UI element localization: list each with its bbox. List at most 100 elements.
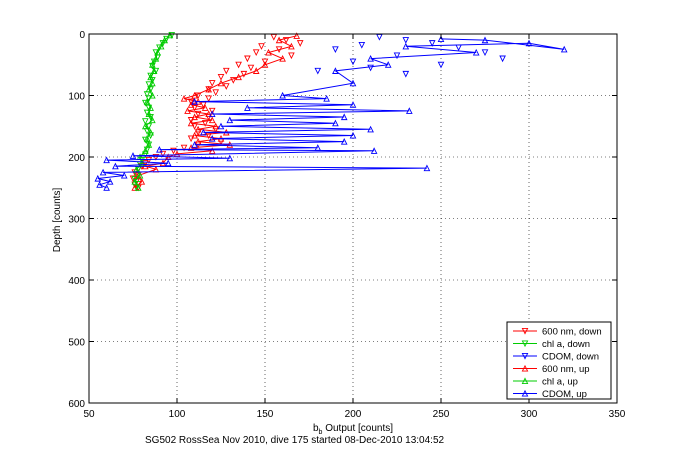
data-point-cdom-down xyxy=(367,64,374,72)
data-point-600-nm-down xyxy=(240,70,248,78)
data-point-600-nm-up xyxy=(235,73,242,81)
data-point-600-nm-down xyxy=(141,160,149,167)
legend-label-chl-a-down: chl a, down xyxy=(542,339,590,350)
data-point-600-nm-up xyxy=(226,141,234,148)
data-point-cdom-down xyxy=(499,55,506,63)
data-point-chl-a-up xyxy=(143,134,151,142)
data-point-chl-a-up xyxy=(143,98,151,105)
data-point-chl-a-up xyxy=(152,54,160,62)
data-point-cdom-down xyxy=(393,52,401,60)
data-point-600-nm-down xyxy=(222,67,230,75)
data-point-600-nm-up xyxy=(208,116,216,124)
data-point-600-nm-up xyxy=(261,61,269,68)
data-point-600-nm-up xyxy=(208,147,216,154)
legend-label-cdom-down: CDOM, down xyxy=(542,352,599,363)
y-tick-label: 400 xyxy=(68,276,85,287)
data-point-cdom-up xyxy=(244,104,251,111)
data-point-600-nm-down xyxy=(208,80,216,87)
data-point-cdom-up xyxy=(525,39,533,47)
data-point-600-nm-down xyxy=(252,49,260,57)
data-point-600-nm-up xyxy=(293,32,301,39)
data-point-600-nm-down xyxy=(261,58,269,66)
data-point-600-nm-down xyxy=(187,135,195,143)
data-point-600-nm-down xyxy=(208,107,216,115)
data-point-600-nm-down xyxy=(222,83,230,90)
data-point-chl-a-up xyxy=(149,61,156,68)
data-point-600-nm-up xyxy=(194,125,202,133)
data-point-600-nm-up xyxy=(212,122,220,130)
y-axis-label: Depth [counts] xyxy=(52,188,63,253)
data-point-cdom-up xyxy=(437,35,445,42)
data-point-600-nm-down xyxy=(212,89,220,97)
x-axis-label: bb Output [counts] xyxy=(313,423,393,436)
data-point-600-nm-up xyxy=(265,48,272,56)
data-point-cdom-up xyxy=(560,45,568,53)
data-point-600-nm-down xyxy=(201,120,209,127)
data-point-chl-a-down xyxy=(149,62,156,70)
data-point-cdom-up xyxy=(349,101,357,108)
data-point-cdom-up xyxy=(349,131,357,139)
data-point-cdom-up xyxy=(340,138,348,145)
legend-marker-chl-a-up xyxy=(521,377,529,385)
data-point-cdom-up xyxy=(120,171,128,179)
data-point-chl-a-down xyxy=(147,72,154,80)
data-point-cdom-up xyxy=(217,122,225,130)
data-point-chl-a-up xyxy=(136,171,144,179)
data-point-chl-a-down xyxy=(141,136,149,144)
legend-label-cdom-up: CDOM, up xyxy=(542,389,587,400)
data-point-cdom-down xyxy=(437,61,445,69)
data-point-cdom-up xyxy=(191,98,198,105)
data-point-chl-a-up xyxy=(161,36,169,44)
x-tick-label: 150 xyxy=(257,409,274,420)
data-point-cdom-up xyxy=(200,128,207,136)
data-point-chl-a-up xyxy=(145,110,153,118)
data-point-600-nm-up xyxy=(191,131,198,139)
data-point-600-nm-up xyxy=(191,113,198,121)
data-point-cdom-up xyxy=(112,162,119,170)
data-point-cdom-up xyxy=(129,152,137,159)
data-point-cdom-up xyxy=(106,177,114,185)
legend-marker-cdom-up xyxy=(521,389,529,397)
data-point-cdom-up xyxy=(103,156,110,164)
data-point-chl-a-up xyxy=(147,73,154,81)
data-point-chl-a-down xyxy=(141,151,149,159)
data-point-cdom-up xyxy=(323,94,330,102)
data-point-cdom-up xyxy=(103,184,110,191)
data-point-600-nm-up xyxy=(217,79,225,87)
data-point-600-nm-down xyxy=(258,43,265,50)
grid-layer xyxy=(89,34,617,403)
data-point-cdom-up xyxy=(164,159,172,167)
data-point-cdom-up xyxy=(208,134,216,142)
data-point-chl-a-up xyxy=(157,42,165,50)
data-point-chl-a-up xyxy=(141,122,149,130)
data-point-chl-a-up xyxy=(150,67,158,74)
x-tick-label: 350 xyxy=(609,409,626,420)
data-point-600-nm-down xyxy=(247,64,255,72)
data-point-600-nm-up xyxy=(252,67,260,74)
data-point-cdom-up xyxy=(314,144,322,151)
x-tick-label: 300 xyxy=(521,409,538,420)
data-point-cdom-up xyxy=(367,54,374,62)
x-axis-label-main: b xyxy=(313,423,319,434)
y-tick-label: 500 xyxy=(68,338,85,349)
data-point-600-nm-up xyxy=(205,110,213,118)
data-point-600-nm-down xyxy=(180,144,188,152)
data-point-cdom-up xyxy=(340,113,348,121)
data-point-600-nm-down xyxy=(288,52,295,60)
data-point-600-nm-up xyxy=(180,94,188,102)
data-point-600-nm-down xyxy=(145,157,153,164)
data-point-600-nm-up xyxy=(184,107,191,114)
figure-caption: SG502 RossSea Nov 2010, dive 175 started… xyxy=(145,435,445,446)
data-point-cdom-down xyxy=(314,67,322,75)
data-point-600-nm-down xyxy=(244,55,251,63)
data-point-cdom-up xyxy=(191,141,198,148)
data-point-cdom-up xyxy=(156,146,163,153)
data-point-cdom-up xyxy=(402,42,410,50)
data-point-cdom-up xyxy=(472,48,480,56)
x-axis-label-rest: Output [counts] xyxy=(322,423,393,434)
data-point-chl-a-down xyxy=(141,118,149,125)
data-point-600-nm-down xyxy=(194,110,202,118)
data-point-cdom-up xyxy=(96,181,103,188)
data-point-cdom-up xyxy=(99,168,107,176)
